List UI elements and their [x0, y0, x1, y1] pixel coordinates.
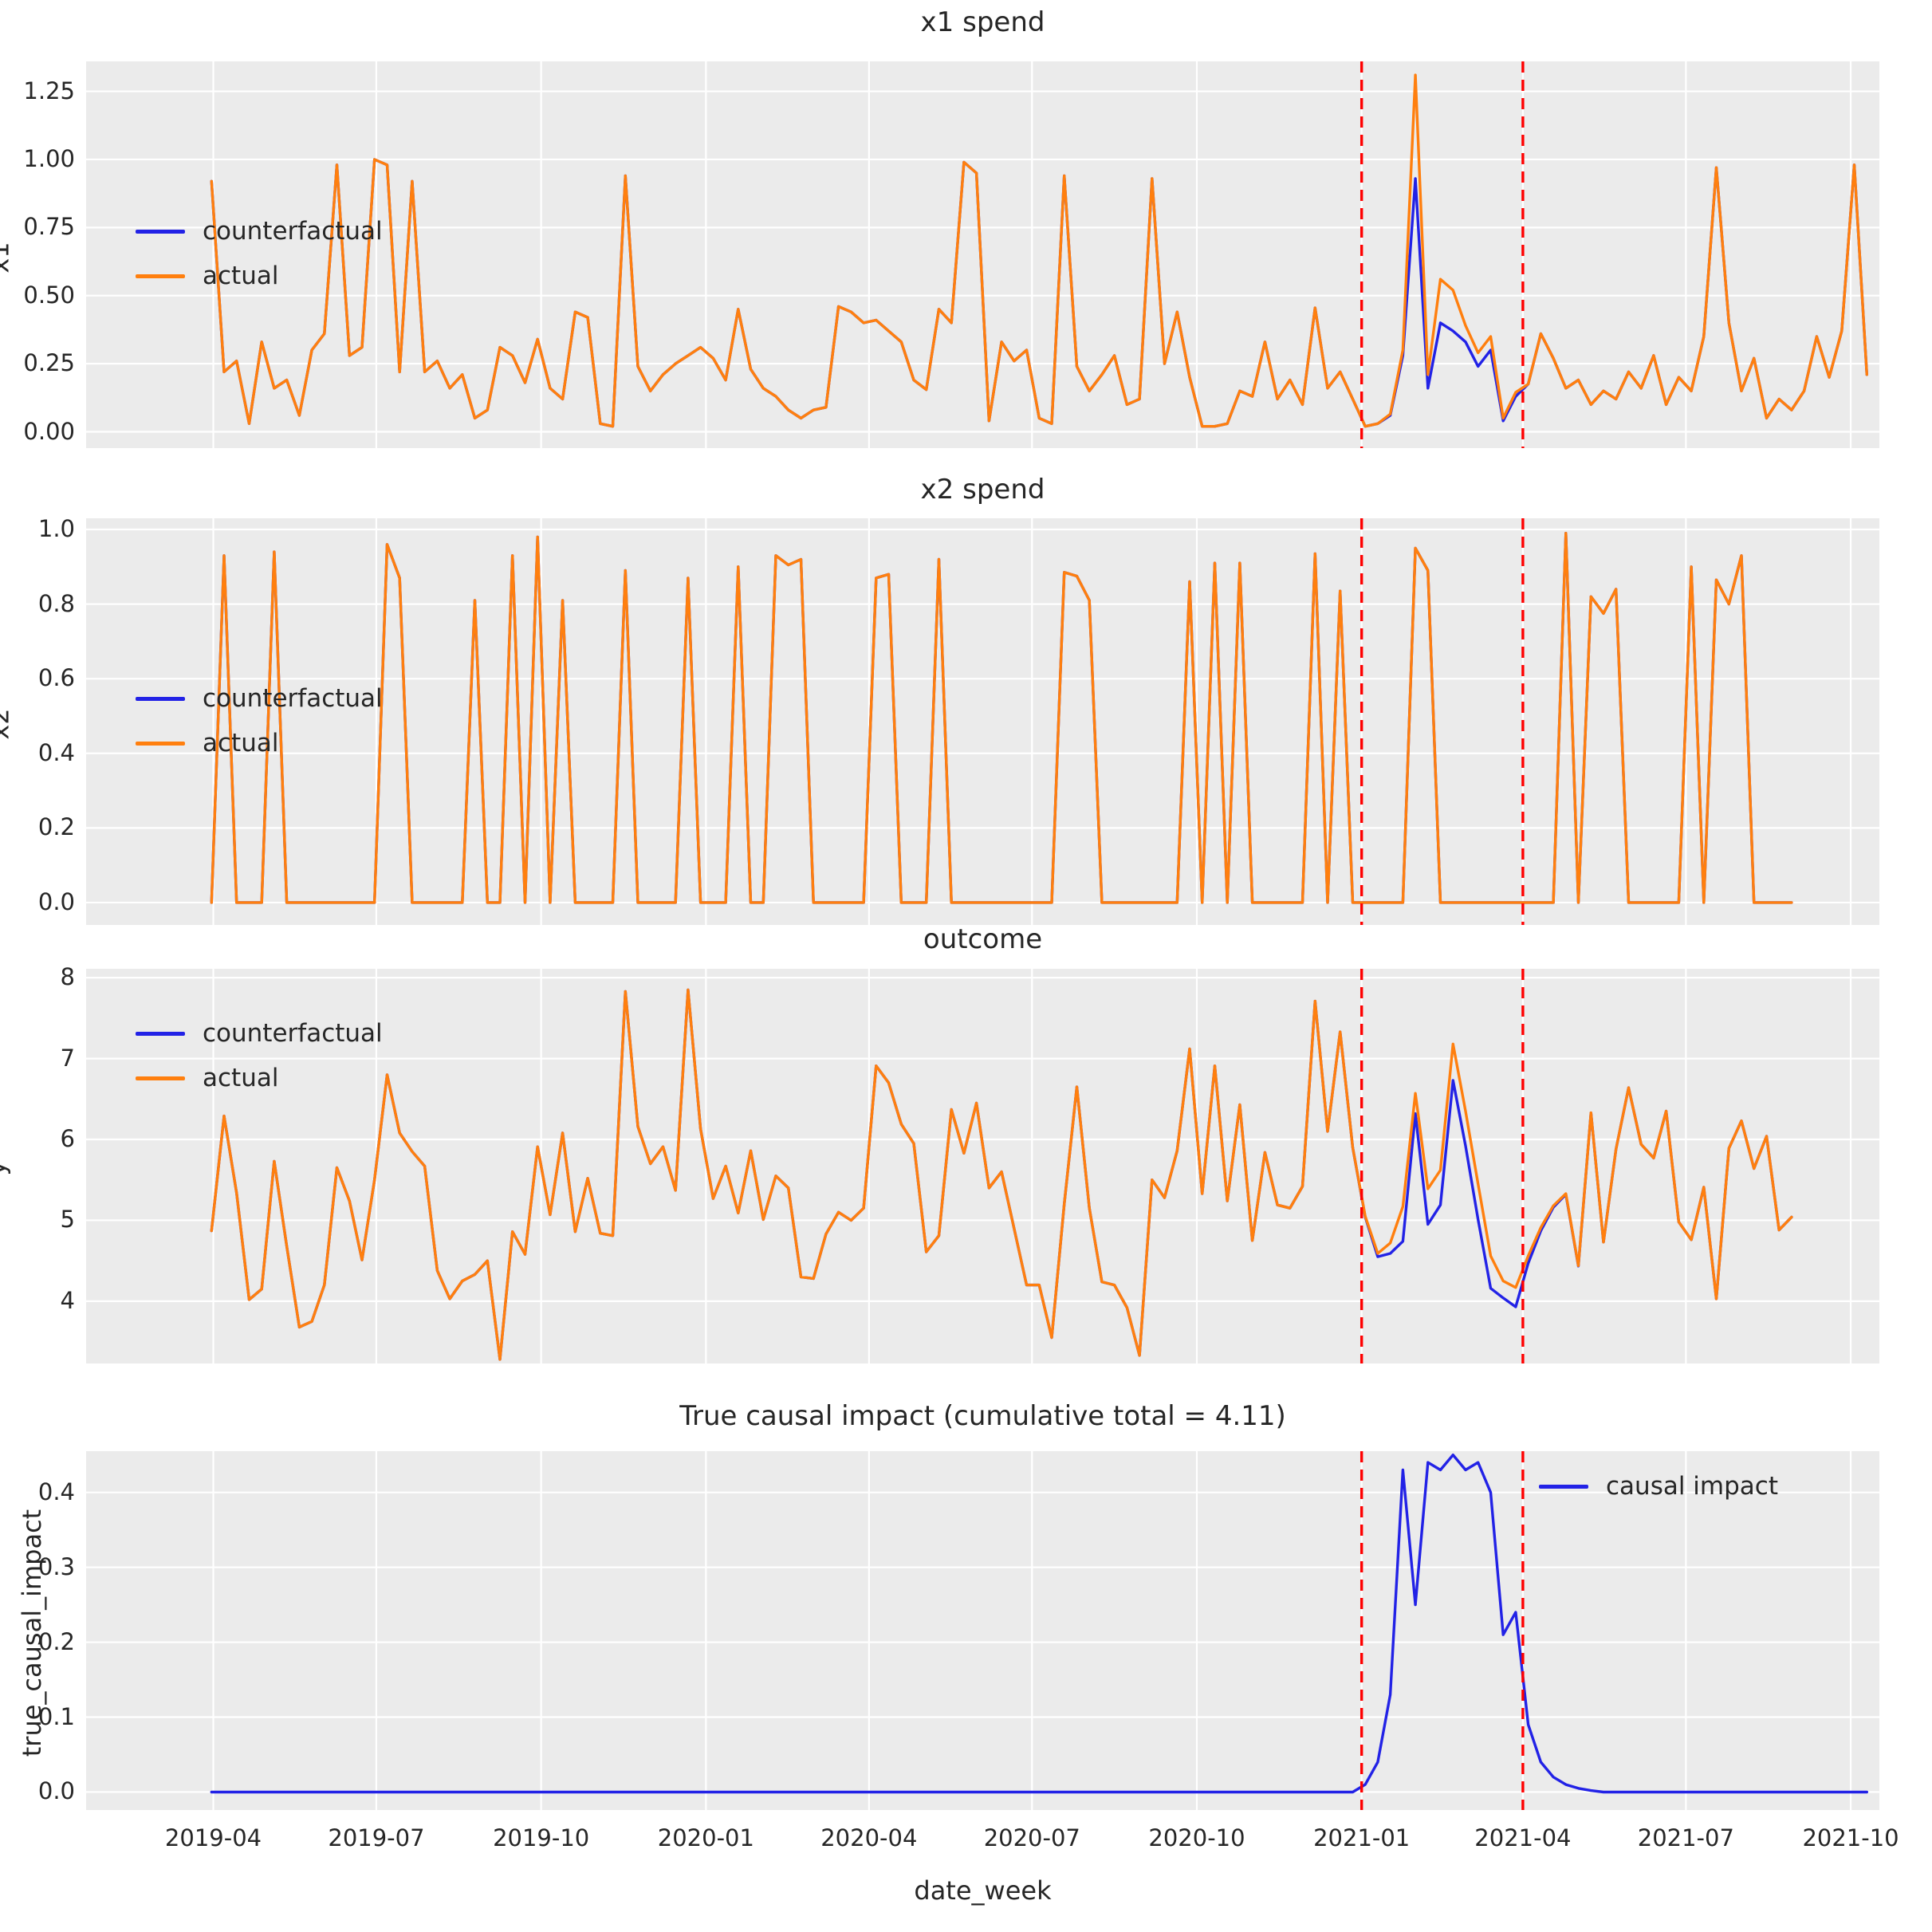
y-tick-label: 1.25	[23, 77, 75, 104]
legend-item-actual: actual	[136, 254, 383, 298]
series-line-causal-impact	[210, 1453, 1869, 1794]
legend-panel-4: causal impact	[1539, 1464, 1778, 1509]
x-tick-label: 2019-07	[328, 1824, 425, 1851]
y-tick-label: 6	[60, 1125, 75, 1153]
legend-line-swatch	[1539, 1484, 1588, 1489]
legend-item-actual: actual	[136, 1056, 383, 1100]
y-tick-label: 1.0	[37, 515, 75, 543]
y-tick-label: 0.2	[37, 813, 75, 841]
y-axis-label-x1: x1	[0, 242, 15, 273]
x-tick-label: 2019-04	[164, 1824, 262, 1851]
x-tick-label: 2021-07	[1637, 1824, 1734, 1851]
y-tick-label: 7	[60, 1044, 75, 1072]
legend-line-swatch	[136, 741, 185, 746]
legend-label: causal impact	[1606, 1472, 1778, 1501]
y-tick-label: 0.0	[37, 1777, 75, 1805]
y-tick-label: 0.8	[37, 589, 75, 617]
x-tick-label: 2019-10	[493, 1824, 590, 1851]
y-tick-label: 0.0	[37, 887, 75, 915]
series-line-actual	[210, 73, 1869, 428]
y-tick-label: 0.50	[23, 281, 75, 309]
legend-panel-2: counterfactual actual	[136, 676, 383, 765]
panel-x2	[86, 518, 1879, 925]
y-tick-label: 5	[60, 1206, 75, 1234]
legend-item-counterfactual: counterfactual	[136, 209, 383, 254]
y-tick-label: 0.1	[37, 1702, 75, 1730]
legend-label: actual	[203, 262, 279, 290]
y-tick-label: 8	[60, 963, 75, 991]
y-tick-label: 4	[60, 1286, 75, 1314]
legend-item-counterfactual: counterfactual	[136, 676, 383, 721]
y-axis-label-y: y	[0, 1161, 11, 1176]
legend-panel-3: counterfactual actual	[136, 1011, 383, 1100]
axes-background	[86, 1451, 1879, 1810]
panel-x1	[86, 61, 1879, 448]
legend-item-counterfactual: counterfactual	[136, 1011, 383, 1056]
legend-line-swatch	[136, 1076, 185, 1080]
plot-title-x1-spend: x1 spend	[920, 6, 1045, 38]
x-tick-label: 2021-01	[1313, 1824, 1411, 1851]
legend-label: counterfactual	[203, 217, 383, 246]
y-tick-label: 0.75	[23, 213, 75, 241]
x-tick-label: 2020-04	[820, 1824, 918, 1851]
x-axis-label: date_week	[914, 1875, 1052, 1906]
panel-y	[86, 969, 1879, 1363]
y-tick-label: 0.4	[37, 1478, 75, 1505]
y-tick-label: 0.2	[37, 1627, 75, 1655]
legend-label: counterfactual	[203, 684, 383, 713]
y-tick-label: 0.3	[37, 1552, 75, 1580]
plot-title-causal-impact: True causal impact (cumulative total = 4…	[679, 1400, 1286, 1432]
legend-item-actual: actual	[136, 721, 383, 765]
x-tick-label: 2021-10	[1802, 1824, 1899, 1851]
series-line-actual	[210, 988, 1793, 1361]
y-tick-label: 0.00	[23, 417, 75, 445]
legend-line-swatch	[136, 1031, 185, 1036]
plot-title-outcome: outcome	[923, 923, 1043, 955]
legend-item-causal-impact: causal impact	[1539, 1464, 1778, 1509]
plot-title-x2-spend: x2 spend	[920, 474, 1045, 506]
legend-panel-1: counterfactual actual	[136, 209, 383, 298]
legend-label: actual	[203, 729, 279, 757]
x-tick-label: 2021-04	[1474, 1824, 1572, 1851]
x-tick-label: 2020-07	[983, 1824, 1080, 1851]
x-tick-label: 2020-01	[657, 1824, 754, 1851]
y-tick-label: 0.4	[37, 738, 75, 766]
y-tick-label: 0.6	[37, 664, 75, 692]
axes-background	[86, 969, 1879, 1363]
y-tick-label: 1.00	[23, 144, 75, 172]
legend-line-swatch	[136, 229, 185, 234]
x-tick-label: 2020-10	[1148, 1824, 1245, 1851]
legend-line-swatch	[136, 273, 185, 278]
legend-label: counterfactual	[203, 1019, 383, 1048]
y-tick-label: 0.25	[23, 349, 75, 377]
y-axis-label-x2: x2	[0, 708, 15, 740]
legend-line-swatch	[136, 696, 185, 701]
series-line-actual	[210, 532, 1793, 904]
legend-label: actual	[203, 1064, 279, 1092]
panel-true_causal_impact	[86, 1451, 1879, 1810]
